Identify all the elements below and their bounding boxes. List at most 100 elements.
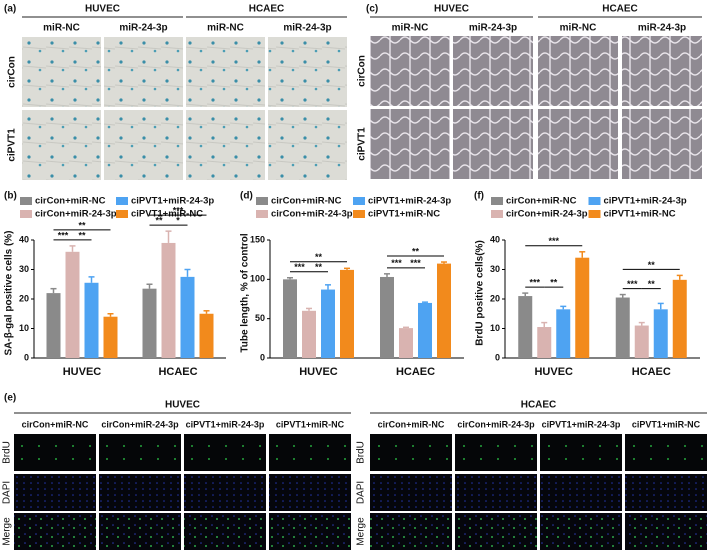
significance-label: ** <box>78 230 86 240</box>
legend-label: cirCon+miR-24-3p <box>271 209 353 220</box>
legend-swatch <box>256 197 268 205</box>
legend-swatch <box>491 210 503 218</box>
x-tick-label: HCAEC <box>396 366 435 378</box>
legend-label: cirCon+miR-NC <box>271 196 342 207</box>
group-header: HCAEC <box>521 400 557 411</box>
micrograph <box>453 36 533 106</box>
significance-label: ** <box>412 246 420 256</box>
y-tick-label: 10 <box>19 323 29 333</box>
row-label: cirCon <box>7 56 18 88</box>
micrograph <box>22 110 101 180</box>
panel-label: (b) <box>4 191 17 202</box>
bar <box>180 276 195 358</box>
micrograph <box>269 513 351 550</box>
row-label: BrdU <box>2 441 13 464</box>
micrograph <box>14 513 96 550</box>
micrograph <box>625 513 707 550</box>
panel-label: (c) <box>366 4 378 15</box>
y-axis-title: BrdU positive cells(%) <box>475 240 486 346</box>
row-label: ciPVT1 <box>357 127 368 161</box>
micrograph <box>455 474 537 511</box>
bar <box>437 263 451 358</box>
column-header: miR-24-3p <box>469 23 517 34</box>
legend-label: ciPVT1+miR-NC <box>604 209 676 220</box>
y-tick-label: 0 <box>24 352 29 362</box>
bar <box>302 310 316 358</box>
micrograph <box>184 474 266 511</box>
row-label: cirCon <box>357 55 368 87</box>
significance-label: ** <box>648 279 656 289</box>
bar <box>672 279 687 358</box>
panel-label: (f) <box>474 191 484 202</box>
column-header: miR-24-3p <box>283 23 331 34</box>
micrograph <box>14 474 96 511</box>
legend-label: ciPVT1+miR-24-3p <box>131 196 214 207</box>
x-tick-label: HCAEC <box>158 366 197 378</box>
micrograph <box>104 37 183 107</box>
significance-label: *** <box>529 277 540 287</box>
row-label: Merge <box>2 517 13 546</box>
legend-swatch <box>588 197 601 205</box>
bar <box>84 282 99 358</box>
y-tick-label: 20 <box>490 293 500 303</box>
legend-label: ciPVT1+miR-NC <box>368 209 440 220</box>
row-label: DAPI <box>356 481 367 504</box>
legend-swatch <box>20 197 32 205</box>
column-header: miR-24-3p <box>119 23 167 34</box>
legend-swatch <box>588 210 601 218</box>
bar <box>556 309 571 358</box>
y-tick-label: 40 <box>490 234 500 244</box>
bar <box>380 276 394 358</box>
micrograph <box>370 36 450 106</box>
legend-swatch <box>116 197 128 205</box>
y-tick-label: 150 <box>250 234 265 244</box>
y-tick-label: 30 <box>490 264 500 274</box>
significance-label: ** <box>648 260 656 270</box>
micrograph <box>540 474 622 511</box>
y-tick-label: 20 <box>19 293 29 303</box>
legend-label: ciPVT1+miR-24-3p <box>368 196 451 207</box>
y-tick-label: 0 <box>495 352 500 362</box>
y-tick-label: 30 <box>19 264 29 274</box>
significance-label: *** <box>173 206 184 216</box>
micrograph <box>186 37 265 107</box>
micrograph <box>99 513 181 550</box>
micrograph <box>184 434 266 471</box>
micrograph <box>99 474 181 511</box>
column-header: miR-NC <box>392 23 429 34</box>
micrograph <box>370 434 452 471</box>
micrograph <box>269 434 351 471</box>
bar <box>418 302 432 358</box>
x-tick-label: HCAEC <box>632 366 671 378</box>
significance-label: *** <box>548 236 559 246</box>
bar <box>518 296 533 358</box>
micrograph <box>184 513 266 550</box>
bar <box>653 309 668 358</box>
micrograph <box>625 434 707 471</box>
column-header: cirCon+miR-24-3p <box>101 419 179 429</box>
bar <box>65 251 80 358</box>
bar <box>321 289 335 358</box>
bar <box>575 257 590 358</box>
legend-swatch <box>116 210 128 218</box>
legend-swatch <box>353 210 365 218</box>
y-tick-label: 10 <box>490 323 500 333</box>
y-tick-label: 100 <box>250 274 265 284</box>
significance-label: ** <box>550 277 558 287</box>
x-tick-label: HUVEC <box>299 366 338 378</box>
bar <box>199 313 214 358</box>
micrograph <box>370 109 450 179</box>
legend-label: cirCon+miR-24-3p <box>506 209 588 220</box>
significance-label: *** <box>627 279 638 289</box>
micrograph <box>22 37 101 107</box>
legend-label: ciPVT1+miR-24-3p <box>604 196 687 207</box>
column-header: ciPVT1+miR-NC <box>632 419 701 429</box>
bar <box>615 297 630 358</box>
y-tick-label: 50 <box>255 313 265 323</box>
significance-label: ** <box>315 252 323 262</box>
micrograph <box>269 474 351 511</box>
micrograph <box>622 36 702 106</box>
micrograph <box>370 513 452 550</box>
column-header: cirCon+miR-NC <box>378 419 445 429</box>
